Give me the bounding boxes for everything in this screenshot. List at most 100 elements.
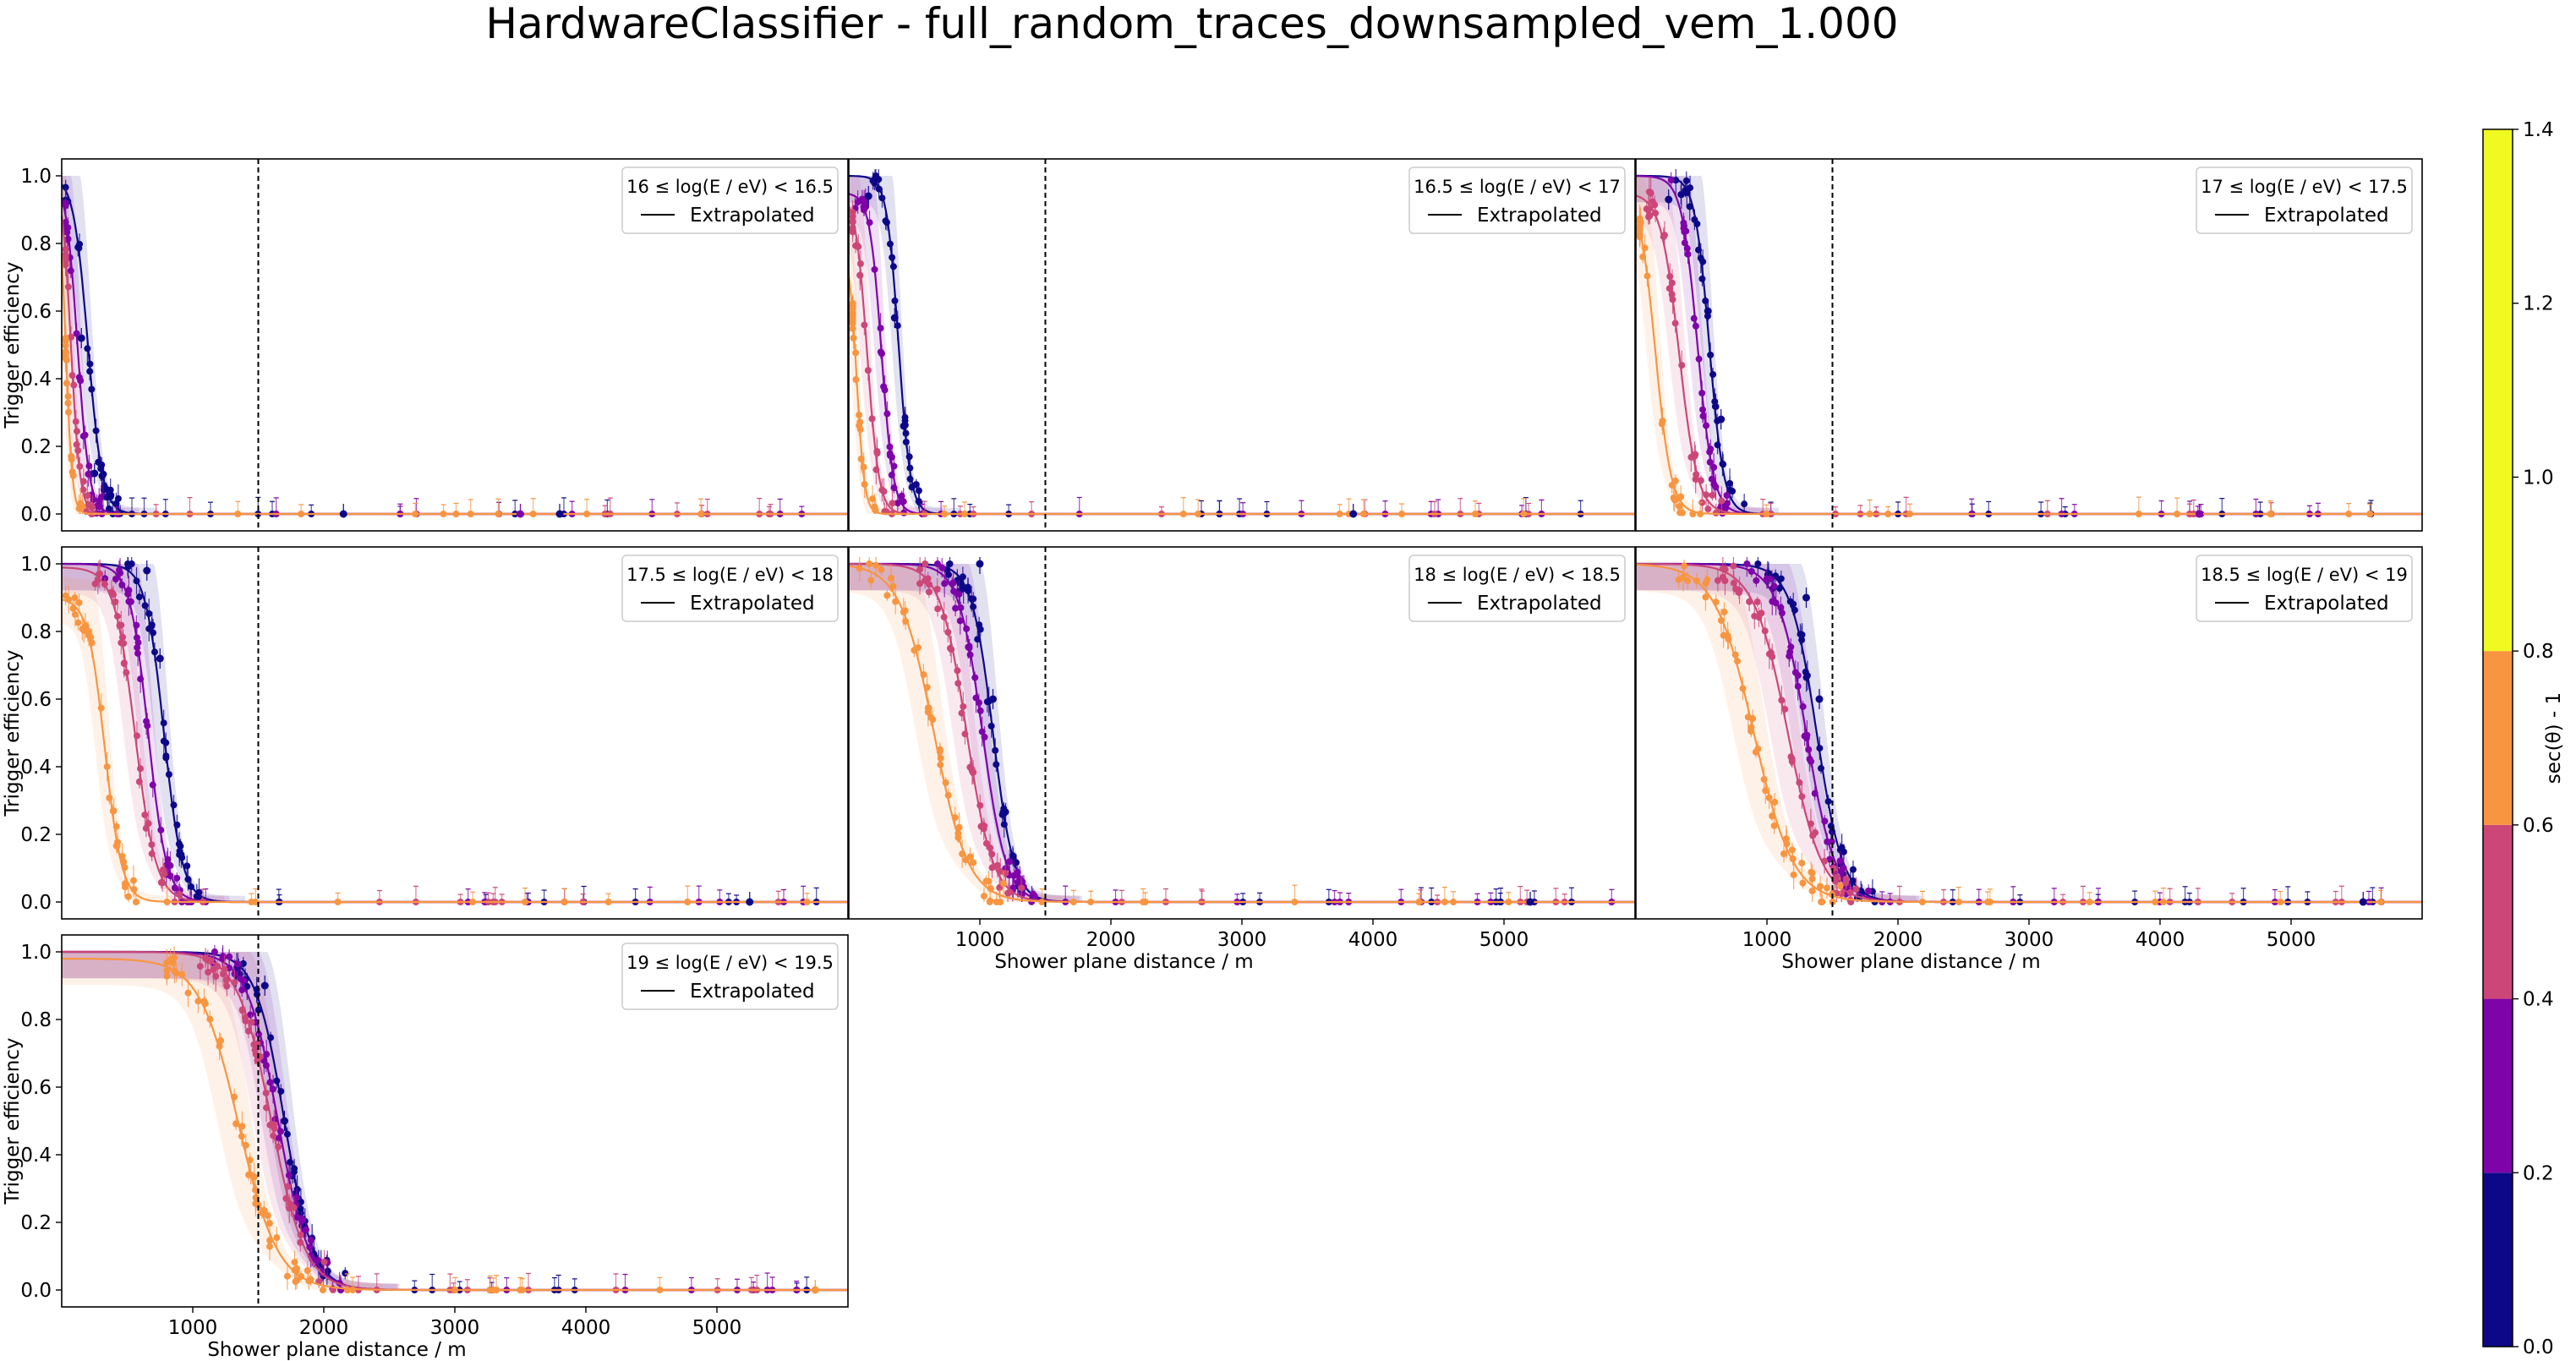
data-point: [184, 989, 192, 997]
data-point: [69, 472, 77, 479]
data-point: [67, 333, 74, 341]
data-point: [1805, 746, 1813, 753]
data-point: [1796, 779, 1803, 786]
data-point: [946, 560, 954, 568]
data-point: [1836, 846, 1844, 854]
y-axis-label: Trigger efficiency: [2, 261, 24, 429]
data-point: [1730, 562, 1737, 570]
legend-entry: Extrapolated: [2264, 593, 2389, 615]
data-point: [803, 899, 811, 905]
data-point: [1349, 510, 1358, 518]
data-point: [262, 1090, 270, 1097]
data-point: [163, 967, 171, 975]
data-point: [933, 585, 941, 593]
legend-entry: Extrapolated: [2264, 205, 2389, 227]
data-point: [987, 722, 995, 730]
data-point: [162, 739, 170, 746]
legend: 18.5 ≤ log(E / eV) < 19 Extrapolated: [2196, 555, 2413, 622]
data-point: [451, 1287, 459, 1293]
data-point: [872, 561, 880, 569]
data-point: [302, 1226, 309, 1233]
data-point: [962, 856, 970, 864]
data-point: [1782, 835, 1790, 843]
data-point: [1707, 445, 1715, 453]
data-point: [65, 596, 73, 604]
colorbar-label: sec(θ) - 1: [2543, 692, 2565, 784]
colorbar-tick-label: 0.8: [2523, 641, 2554, 663]
data-point: [469, 899, 477, 905]
data-point: [1675, 576, 1682, 583]
data-point: [955, 590, 963, 598]
data-point: [283, 1130, 291, 1138]
data-point: [746, 898, 754, 906]
data-point: [1798, 793, 1806, 801]
x-axis-label: Shower plane distance / m: [1781, 951, 2040, 973]
data-point: [1359, 511, 1367, 517]
legend-title: 19 ≤ log(E / eV) < 19.5: [626, 953, 834, 973]
data-point: [1808, 757, 1815, 765]
data-point: [937, 761, 944, 768]
data-point: [1818, 899, 1825, 905]
data-point: [1669, 296, 1676, 303]
data-point: [1771, 798, 1779, 806]
data-point: [320, 1258, 328, 1265]
y-tick-label: 1.0: [20, 166, 52, 188]
data-point: [900, 498, 907, 506]
data-point: [1683, 189, 1691, 197]
y-tick-label: 0.2: [20, 1212, 52, 1234]
data-point: [878, 566, 885, 573]
data-point: [2196, 510, 2203, 518]
colorbar: 0.0 0.2 0.4 0.6 0.8 1.0 1.2 1.4 sec(θ) - 1: [2482, 119, 2565, 1358]
data-point: [976, 626, 984, 633]
data-point: [871, 175, 878, 183]
data-point: [1645, 188, 1653, 195]
data-point: [993, 761, 1000, 768]
data-point: [101, 581, 108, 588]
data-point: [1677, 493, 1685, 500]
data-point: [902, 438, 910, 445]
data-point: [1791, 606, 1798, 614]
y-tick-label: 0.4: [20, 757, 52, 779]
data-point: [1918, 899, 1926, 905]
colorbar-segment: [2483, 998, 2513, 1173]
data-point: [951, 814, 959, 822]
data-point: [1709, 491, 1716, 499]
data-point: [1719, 565, 1726, 572]
data-point: [1788, 757, 1796, 765]
data-point: [160, 719, 167, 727]
data-point: [866, 219, 873, 227]
data-point: [145, 609, 153, 617]
x-tick-label: 1000: [168, 1317, 218, 1339]
data-point: [232, 1120, 240, 1128]
uncertainty-band: [1636, 176, 1771, 514]
data-point: [2345, 511, 2353, 517]
data-point: [173, 821, 181, 828]
colorbar-tick-label: 0.0: [2523, 1336, 2554, 1358]
data-point: [92, 427, 100, 435]
data-point: [940, 613, 948, 620]
data-point: [156, 654, 164, 663]
uncertainty-band: [62, 176, 158, 514]
data-point: [1717, 415, 1726, 424]
data-point: [922, 560, 929, 567]
y-tick-label: 1.0: [20, 554, 52, 576]
data-point: [290, 1204, 298, 1211]
data-point: [283, 1272, 291, 1280]
fit-curve: [847, 275, 1635, 516]
data-point: [938, 564, 946, 571]
data-point: [1780, 850, 1788, 858]
figure-title: HardwareClassifier - full_random_traces_…: [485, 0, 1898, 48]
data-point: [961, 730, 969, 738]
data-point: [134, 634, 141, 642]
data-point: [924, 575, 932, 582]
data-point: [878, 194, 886, 202]
data-point: [1906, 511, 1914, 517]
data-point: [216, 1042, 223, 1050]
data-point: [1660, 232, 1667, 240]
data-point: [1747, 567, 1755, 575]
data-point: [277, 1087, 285, 1095]
data-point: [252, 1200, 260, 1207]
data-point: [64, 283, 72, 291]
x-tick-label: 3000: [2004, 929, 2054, 951]
data-point: [1781, 705, 1789, 713]
